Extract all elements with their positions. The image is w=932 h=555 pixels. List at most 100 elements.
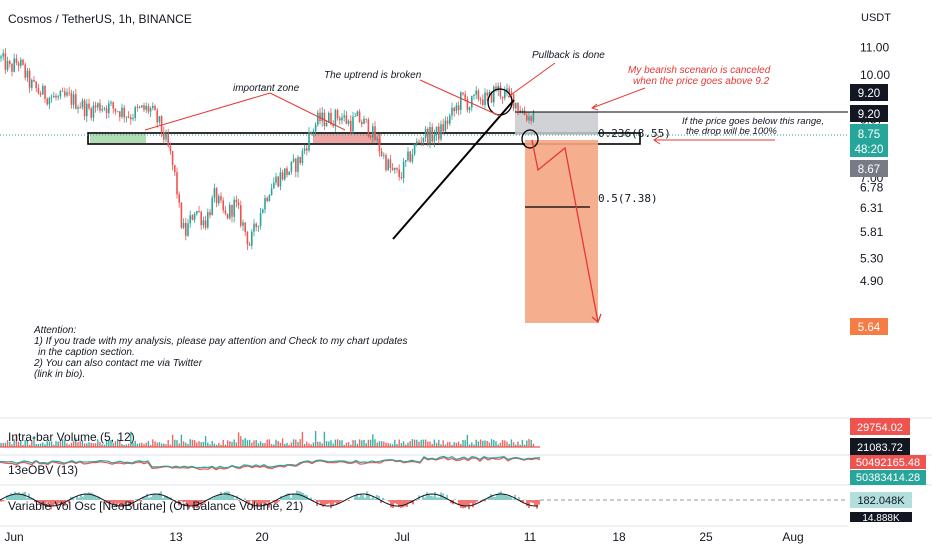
candle xyxy=(159,116,161,125)
candle-body xyxy=(480,99,482,100)
price-label-8-67[interactable]: 8.67 xyxy=(850,160,888,177)
candle xyxy=(68,87,70,96)
candle-body xyxy=(82,101,84,108)
candle-body xyxy=(159,116,161,122)
candle xyxy=(75,89,77,109)
indicator-1-label[interactable]: Intra-bar Volume (5, 12) xyxy=(8,430,135,444)
volume-bar xyxy=(181,435,182,447)
candle xyxy=(123,105,125,123)
candle xyxy=(484,88,486,108)
candle xyxy=(401,172,403,180)
candle-body xyxy=(471,96,473,107)
indicator-2-label[interactable]: 13eOBV (13) xyxy=(8,463,78,477)
y-tick-label: 10.00 xyxy=(860,68,890,82)
candle xyxy=(220,192,222,203)
candle-body xyxy=(530,116,532,121)
volume-bar xyxy=(328,442,329,447)
volume-bar xyxy=(465,440,466,447)
volume-bar xyxy=(251,443,252,447)
volume-bar xyxy=(154,441,155,447)
volume-bar xyxy=(355,440,356,447)
candle-body xyxy=(163,132,165,140)
candle-body xyxy=(73,94,75,104)
candle-body xyxy=(427,129,429,144)
volume-bar xyxy=(315,431,316,447)
candle xyxy=(383,152,385,159)
candle-body xyxy=(390,159,392,168)
candle xyxy=(143,103,145,112)
candle xyxy=(154,104,156,110)
candle-body xyxy=(370,136,372,138)
volume-bar xyxy=(458,442,459,447)
volume-bar xyxy=(381,441,382,447)
volume-bar xyxy=(379,441,380,447)
osc-bar xyxy=(454,499,456,500)
candle-body xyxy=(486,93,488,96)
volume-bar xyxy=(280,443,281,447)
volume-bar xyxy=(269,439,270,447)
indicator-3-label[interactable]: Variable Vol Osc [NeoButane] (On Balance… xyxy=(8,499,303,513)
ind-value-text: 50383414.28 xyxy=(856,472,920,484)
price-label-9-20-a[interactable]: 9.20 xyxy=(850,84,888,101)
candle-body xyxy=(71,93,73,105)
candle xyxy=(462,92,464,96)
volume-bar xyxy=(229,441,230,447)
candle-body xyxy=(222,200,224,210)
candle xyxy=(200,210,202,229)
candle xyxy=(409,151,411,163)
candle-body xyxy=(464,94,466,99)
volume-bar xyxy=(517,442,518,447)
osc-bar xyxy=(432,496,434,500)
osc-bar xyxy=(396,500,398,504)
candle-body xyxy=(198,211,200,212)
candle-body xyxy=(297,157,299,172)
candle-body xyxy=(9,61,11,64)
target-box[interactable] xyxy=(525,140,598,323)
candle-body xyxy=(493,87,495,103)
candle-body xyxy=(152,106,154,108)
candle-body xyxy=(361,122,363,124)
volume-bar xyxy=(489,442,490,447)
candle-body xyxy=(383,155,385,156)
candle-body xyxy=(524,111,526,115)
osc-bar xyxy=(530,500,532,502)
candle xyxy=(304,145,306,155)
candle-body xyxy=(434,135,436,141)
volume-bar xyxy=(370,440,371,447)
candle xyxy=(31,78,33,91)
volume-bar xyxy=(286,443,287,447)
uptrend-line[interactable] xyxy=(393,100,514,239)
important-zone-label: important zone xyxy=(233,83,300,94)
candle-body xyxy=(266,198,268,201)
volume-bar xyxy=(427,442,428,447)
volume-bar xyxy=(242,440,243,447)
candle-body xyxy=(90,108,92,117)
candle-body xyxy=(363,119,365,124)
candle xyxy=(225,206,227,215)
candle xyxy=(90,107,92,121)
volume-bar xyxy=(480,439,481,447)
volume-bar xyxy=(449,442,450,447)
volume-bar xyxy=(176,440,177,447)
volume-bar xyxy=(174,440,175,447)
candle xyxy=(106,105,108,119)
osc-bar xyxy=(498,492,500,500)
candle-body xyxy=(128,117,130,118)
candle-body xyxy=(240,205,242,226)
y-tick-label: 4.90 xyxy=(860,274,884,288)
candle xyxy=(469,106,471,113)
candle xyxy=(282,170,284,181)
candle-body xyxy=(255,224,257,227)
price-label-5-64[interactable]: 5.64 xyxy=(850,318,888,335)
price-label-9-20-b[interactable]: 9.20 xyxy=(850,105,888,122)
candle-body xyxy=(110,102,112,103)
candle-body xyxy=(359,111,361,122)
osc-bar xyxy=(424,498,426,500)
attention-line-1: 1) If you trade with my analysis, please… xyxy=(34,336,408,347)
volume-bar xyxy=(146,443,147,447)
candle-body xyxy=(203,220,205,225)
price-label-last[interactable]: 8.75 48:20 xyxy=(850,124,888,157)
candle-body xyxy=(381,151,383,156)
